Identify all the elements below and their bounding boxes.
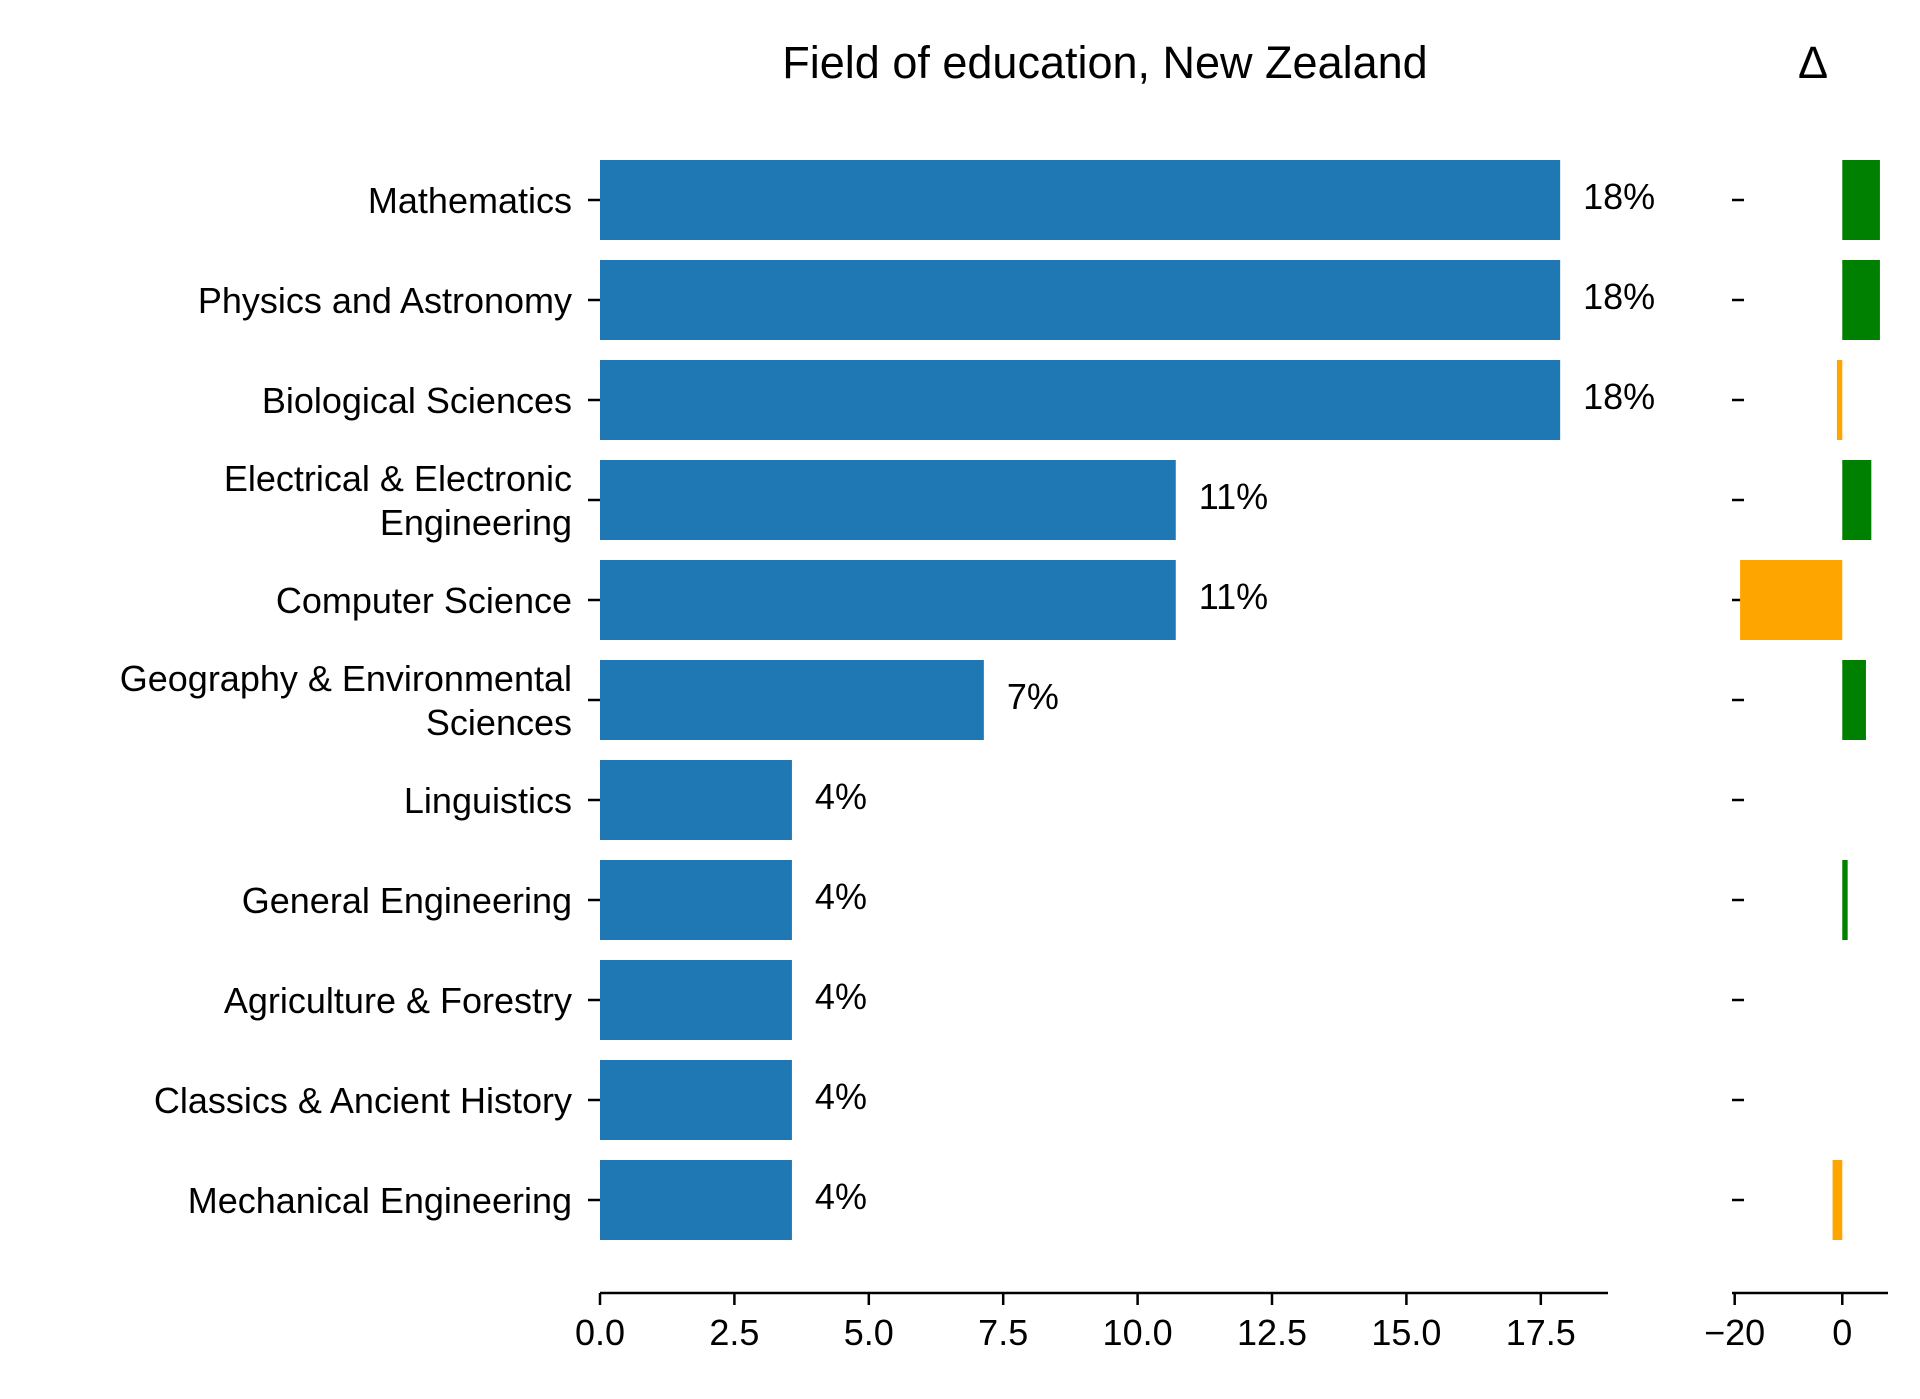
x-tick-label-6: 12.5 [1237, 1312, 1307, 1353]
delta-bar-4 [1842, 460, 1872, 540]
category-label-7: Linguistics [404, 780, 572, 821]
bar-10 [600, 1060, 792, 1140]
delta-bar-11 [1832, 1160, 1843, 1240]
bar-6 [600, 660, 984, 740]
delta-plot-area: −20 0 [1704, 160, 1888, 1353]
data-label-10: 4% [815, 1076, 867, 1117]
data-label-6: 7% [1007, 676, 1059, 717]
x-tick-label-5: 10.0 [1103, 1312, 1173, 1353]
bar-5 [600, 560, 1176, 640]
bar-1 [600, 160, 1561, 240]
x-tick-label-3: 5.0 [844, 1312, 894, 1353]
data-label-2: 18% [1583, 276, 1655, 317]
delta-bar-2 [1842, 260, 1880, 340]
x-tick-label-7: 15.0 [1371, 1312, 1441, 1353]
data-label-9: 4% [815, 976, 867, 1017]
category-label-1: Mathematics [368, 180, 572, 221]
category-label-10: Classics & Ancient History [154, 1080, 572, 1121]
category-label-11: Mechanical Engineering [188, 1180, 572, 1221]
category-label-4: Electrical & Electronic Engineering [224, 458, 572, 543]
x-tick-label-4: 7.5 [978, 1312, 1028, 1353]
category-label-5: Computer Science [276, 580, 572, 621]
data-label-7: 4% [815, 776, 867, 817]
data-label-8: 4% [815, 876, 867, 917]
data-label-11: 4% [815, 1176, 867, 1217]
data-label-5: 11% [1199, 576, 1268, 617]
delta-bar-1 [1842, 160, 1880, 240]
x-tick-label-8: 17.5 [1506, 1312, 1576, 1353]
category-label-9: Agriculture & Forestry [224, 980, 572, 1021]
delta-bar-8 [1842, 860, 1848, 940]
delta-bar-3 [1836, 360, 1843, 440]
bar-7 [600, 760, 792, 840]
category-label-6: Geography & Environmental Sciences [120, 658, 572, 743]
bar-3 [600, 360, 1561, 440]
delta-chart-title: Δ [1798, 37, 1828, 88]
bar-4 [600, 460, 1176, 540]
category-label-8: General Engineering [242, 880, 572, 921]
delta-x-tick-label-2: 0 [1832, 1312, 1852, 1353]
delta-bar-6 [1842, 660, 1866, 740]
bar-11 [600, 1160, 792, 1240]
category-label-2: Physics and Astronomy [198, 280, 572, 321]
main-plot-area: 18% Mathematics 18% Physics and Astronomy 18… [120, 160, 1655, 1353]
bar-2 [600, 260, 1561, 340]
bar-8 [600, 860, 792, 940]
x-tick-label-2: 2.5 [709, 1312, 759, 1353]
chart-title: Field of education, New Zealand [782, 37, 1427, 88]
category-label-3: Biological Sciences [262, 380, 572, 421]
delta-x-tick-label-1: −20 [1704, 1312, 1765, 1353]
data-label-1: 18% [1583, 176, 1655, 217]
data-label-3: 18% [1583, 376, 1655, 417]
bar-9 [600, 960, 792, 1040]
data-label-4: 11% [1199, 476, 1268, 517]
delta-bar-5 [1740, 560, 1843, 640]
x-tick-label-1: 0.0 [575, 1312, 625, 1353]
